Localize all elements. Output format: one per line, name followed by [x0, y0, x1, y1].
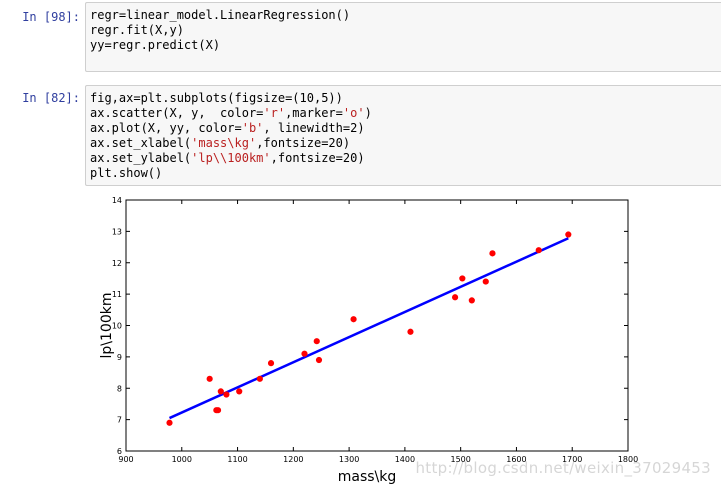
code-token: ax.scatter(X, y, color= — [90, 106, 264, 120]
scatter-point — [217, 388, 224, 395]
scatter-point — [214, 407, 222, 414]
code-string-token: 'b' — [241, 121, 264, 135]
scatter-point — [313, 338, 320, 345]
code-cell-2[interactable]: In [82]: fig,ax=plt.subplots(figsize=(10… — [0, 85, 721, 188]
y-tick-label: 10 — [112, 322, 122, 331]
code-line: ax.set_xlabel('mass\kg',fontsize=20) — [90, 136, 717, 151]
code-token: ax.set_xlabel( — [90, 136, 192, 150]
code-token: regr=linear_model.LinearRegression() — [90, 8, 351, 22]
scatter-point — [223, 391, 230, 398]
code-token: ,marker= — [285, 106, 343, 120]
scatter-point — [256, 375, 263, 382]
x-tick-label: 1800 — [618, 455, 638, 464]
scatter-point — [236, 388, 243, 395]
code-token: fig,ax=plt.subplots(figsize=(10,5)) — [90, 91, 343, 105]
y-tick-label: 12 — [112, 259, 122, 268]
y-axis-label: lp\100km — [99, 293, 115, 359]
scatter-point — [301, 350, 308, 357]
scatter-chart: 900 1000 1100 1200 1300 1400 1500 1600 1700 1800 6… — [99, 196, 638, 485]
cell-prompt: In [82]: — [22, 91, 80, 105]
x-tick-label: 1300 — [339, 455, 359, 464]
code-string-token: 'o' — [342, 106, 365, 120]
code-line: yy=regr.predict(X) — [90, 38, 717, 53]
scatter-point — [267, 360, 275, 367]
code-token: regr.fit(X,y) — [90, 23, 184, 37]
code-line: fig,ax=plt.subplots(figsize=(10,5)) — [90, 91, 717, 106]
code-token: , linewidth=2) — [263, 121, 365, 135]
code-token: ax.set_ylabel( — [90, 151, 192, 165]
y-tick-label: 7 — [117, 416, 122, 425]
x-tick-label: 1600 — [506, 455, 526, 464]
code-string-token: 'r' — [263, 106, 286, 120]
x-tick-label: 900 — [118, 455, 133, 464]
code-string-token: 'mass\kg' — [191, 136, 257, 150]
y-tick-label: 9 — [117, 353, 122, 362]
code-token: ) — [364, 106, 372, 120]
y-tick-label: 13 — [112, 227, 122, 236]
code-token: plt.show() — [90, 166, 163, 180]
code-token: ax.plot(X, yy, color= — [90, 121, 242, 135]
code-string-token: 'lp\\100km' — [191, 151, 271, 165]
x-tick-label: 1100 — [227, 455, 247, 464]
scatter-point — [166, 419, 173, 426]
x-axis-label: mass\kg — [338, 469, 397, 485]
scatter-point — [350, 316, 357, 323]
scatter-point — [315, 356, 323, 364]
regression-line — [168, 237, 569, 420]
code-line: regr=linear_model.LinearRegression() — [90, 8, 717, 23]
cell-output: 900 1000 1100 1200 1300 1400 1500 1600 1700 1800 6… — [85, 188, 721, 489]
y-tick-label: 6 — [117, 447, 122, 456]
scatter-point — [565, 231, 572, 238]
scatter-point — [468, 297, 475, 304]
x-tick-label: 1500 — [450, 455, 470, 464]
code-input[interactable]: fig,ax=plt.subplots(figsize=(10,5)) ax.sc… — [85, 85, 721, 186]
code-cell-1[interactable]: In [98]: regr=linear_model.LinearRegress… — [0, 2, 721, 74]
code-line: ax.scatter(X, y, color='r',marker='o') — [90, 106, 717, 121]
code-input[interactable]: regr=linear_model.LinearRegression() regr… — [85, 2, 721, 72]
code-line: ax.plot(X, yy, color='b', linewidth=2) — [90, 121, 717, 136]
code-line: regr.fit(X,y) — [90, 23, 717, 38]
scatter-point — [535, 247, 542, 254]
scatter-point — [451, 294, 459, 301]
x-tick-label: 1700 — [562, 455, 582, 464]
watermark-text: http://blog.csdn.net/weixin_37029453 — [415, 459, 711, 477]
y-tick-label: 8 — [117, 384, 122, 393]
y-tick-label: 11 — [112, 290, 122, 299]
scatter-point — [459, 275, 466, 282]
scatter-point — [206, 375, 213, 382]
scatter-point — [489, 250, 496, 257]
code-line: plt.show() — [90, 166, 717, 181]
x-tick-label: 1400 — [395, 455, 415, 464]
code-token: ,fontsize=20) — [256, 136, 351, 150]
code-line: ax.set_ylabel('lp\\100km',fontsize=20) — [90, 151, 717, 166]
y-tick-label: 14 — [112, 196, 122, 205]
code-token: yy=regr.predict(X) — [90, 38, 221, 52]
code-token: ,fontsize=20) — [270, 151, 365, 165]
x-tick-label: 1000 — [172, 455, 192, 464]
x-tick-label: 1200 — [283, 455, 303, 464]
cell-prompt: In [98]: — [22, 10, 80, 24]
scatter-point — [482, 278, 489, 285]
scatter-point — [407, 328, 414, 335]
